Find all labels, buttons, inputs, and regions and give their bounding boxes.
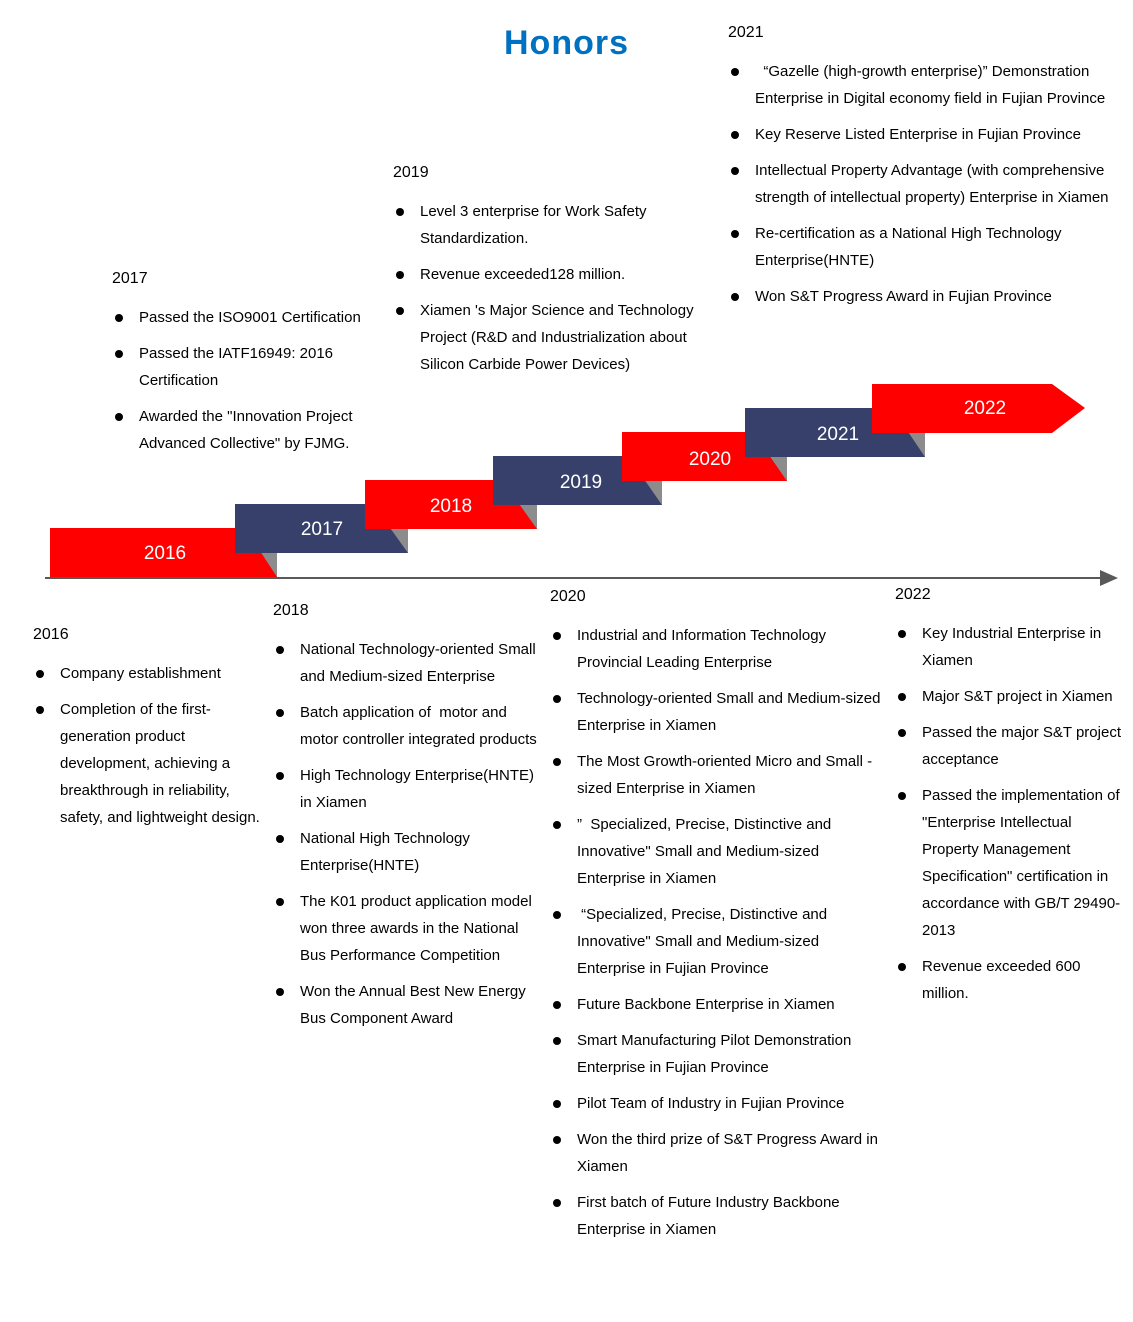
honor-item: High Technology Enterprise(HNTE) in Xiam…: [273, 762, 543, 816]
banner-year-label: 2022: [964, 398, 1006, 419]
section-year-heading: 2022: [895, 586, 931, 603]
section-year-heading: 2020: [550, 588, 586, 605]
honor-item: Key Reserve Listed Enterprise in Fujian …: [728, 121, 1120, 148]
section-2022: 2022 Key Industrial Enterprise in Xiamen…: [895, 586, 1131, 1016]
section-year-heading: 2019: [393, 164, 429, 181]
honor-item: Passed the implementation of "Enterprise…: [895, 782, 1131, 944]
banner-year-label: 2019: [560, 472, 602, 493]
section-year-heading: 2017: [112, 270, 148, 287]
section-year-heading: 2018: [273, 602, 309, 619]
honor-item: Passed the ISO9001 Certification: [112, 304, 397, 331]
honor-list: National Technology-oriented Small and M…: [273, 636, 543, 1032]
honor-list: “Gazelle (high-growth enterprise)” Demon…: [728, 58, 1120, 310]
honor-item: Future Backbone Enterprise in Xiamen: [550, 991, 884, 1018]
section-2016: 2016 Company establishment Completion of …: [33, 626, 269, 840]
honor-item: The Most Growth-oriented Micro and Small…: [550, 748, 884, 802]
honor-item: Passed the major S&T project acceptance: [895, 719, 1131, 773]
honor-item: Intellectual Property Advantage (with co…: [728, 157, 1120, 211]
honor-list: Company establishment Completion of the f…: [33, 660, 269, 831]
honor-item: National High Technology Enterprise(HNTE…: [273, 825, 543, 879]
section-year-heading: 2016: [33, 626, 69, 643]
honor-item: Won the Annual Best New Energy Bus Compo…: [273, 978, 543, 1032]
honor-item: Won S&T Progress Award in Fujian Provinc…: [728, 283, 1120, 310]
honor-item: First batch of Future Industry Backbone …: [550, 1189, 884, 1243]
page-title: Honors: [504, 24, 629, 62]
honor-item: Company establishment: [33, 660, 269, 687]
honor-item: Awarded the "Innovation Project Advanced…: [112, 403, 397, 457]
banner-year-label: 2018: [430, 496, 472, 517]
honor-item: Re-certification as a National High Tech…: [728, 220, 1120, 274]
timeline-graphic: 2016 2017 2018 2019 2020 2021 2022: [45, 384, 1118, 586]
timeline-axis-arrowhead: [1100, 570, 1118, 586]
banner-year-label: 2016: [144, 543, 186, 564]
honor-item: ” Specialized, Precise, Distinctive and …: [550, 811, 884, 892]
honor-item: The K01 product application model won th…: [273, 888, 543, 969]
honor-list: Passed the ISO9001 Certification Passed t…: [112, 304, 397, 457]
section-2019: 2019 Level 3 enterprise for Work Safety …: [393, 164, 715, 387]
honor-item: “Specialized, Precise, Distinctive and I…: [550, 901, 884, 982]
honor-item: Passed the IATF16949: 2016 Certification: [112, 340, 397, 394]
honor-item: Industrial and Information Technology Pr…: [550, 622, 884, 676]
honor-item: Pilot Team of Industry in Fujian Provinc…: [550, 1090, 884, 1117]
honor-item: Won the third prize of S&T Progress Awar…: [550, 1126, 884, 1180]
banner-year-label: 2020: [689, 449, 731, 470]
honor-item: Completion of the first-generation produ…: [33, 696, 269, 831]
honor-list: Level 3 enterprise for Work Safety Stand…: [393, 198, 715, 378]
honor-item: Major S&T project in Xiamen: [895, 683, 1131, 710]
banner-2016: [50, 528, 277, 577]
honor-item: Revenue exceeded 600 million.: [895, 953, 1131, 1007]
banner-2019: [493, 456, 662, 505]
honor-item: Key Industrial Enterprise in Xiamen: [895, 620, 1131, 674]
honor-item: Revenue exceeded128 million.: [393, 261, 715, 288]
honor-item: Technology-oriented Small and Medium-siz…: [550, 685, 884, 739]
section-2020: 2020 Industrial and Information Technolo…: [550, 588, 884, 1252]
banner-year-label: 2021: [817, 424, 859, 445]
banner-2017: [235, 504, 408, 553]
honor-item: Batch application of motor and motor con…: [273, 699, 543, 753]
honor-item: Smart Manufacturing Pilot Demonstration …: [550, 1027, 884, 1081]
section-year-heading: 2021: [728, 24, 764, 41]
honor-item: Level 3 enterprise for Work Safety Stand…: [393, 198, 715, 252]
honor-item: “Gazelle (high-growth enterprise)” Demon…: [728, 58, 1120, 112]
section-2018: 2018 National Technology-oriented Small …: [273, 602, 543, 1041]
honor-item: National Technology-oriented Small and M…: [273, 636, 543, 690]
section-2021: 2021 “Gazelle (high-growth enterprise)” …: [728, 24, 1120, 319]
honor-list: Industrial and Information Technology Pr…: [550, 622, 884, 1243]
section-2017: 2017 Passed the ISO9001 Certification Pas…: [112, 270, 397, 466]
banner-year-label: 2017: [301, 519, 343, 540]
banner-2022-arrow: [872, 384, 1085, 433]
honor-item: Xiamen 's Major Science and Technology P…: [393, 297, 715, 378]
honor-list: Key Industrial Enterprise in Xiamen Major…: [895, 620, 1131, 1007]
